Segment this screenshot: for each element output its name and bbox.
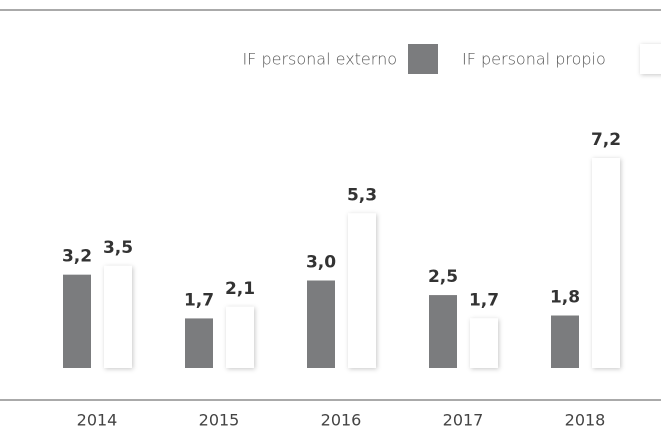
data-label: 3,5 xyxy=(103,238,133,258)
bar xyxy=(429,295,457,368)
x-tick-label: 2014 xyxy=(77,411,118,430)
x-tick-label: 2018 xyxy=(565,411,606,430)
bar xyxy=(63,274,91,368)
data-label: 1,7 xyxy=(469,290,499,310)
data-label: 1,8 xyxy=(550,288,580,308)
bar xyxy=(226,306,254,368)
legend-swatch xyxy=(640,44,661,74)
legend-label: IF personal propio xyxy=(462,50,606,69)
bar xyxy=(185,318,213,368)
data-label: 2,5 xyxy=(428,267,458,287)
bar xyxy=(307,280,335,368)
x-tick-label: 2016 xyxy=(321,411,362,430)
bar xyxy=(551,315,579,368)
x-tick-label: 2015 xyxy=(199,411,240,430)
data-label: 3,2 xyxy=(62,247,92,267)
bar xyxy=(104,265,132,368)
bar xyxy=(592,158,620,368)
data-label: 2,1 xyxy=(225,279,255,299)
legend-label: IF personal externo xyxy=(242,50,397,69)
x-tick-label: 2017 xyxy=(443,411,484,430)
data-label: 3,0 xyxy=(306,253,336,273)
bar xyxy=(470,318,498,368)
data-label: 7,2 xyxy=(591,130,621,150)
data-label: 1,7 xyxy=(184,290,214,310)
bar xyxy=(348,213,376,368)
data-label: 5,3 xyxy=(347,185,377,205)
legend-swatch xyxy=(408,44,438,74)
